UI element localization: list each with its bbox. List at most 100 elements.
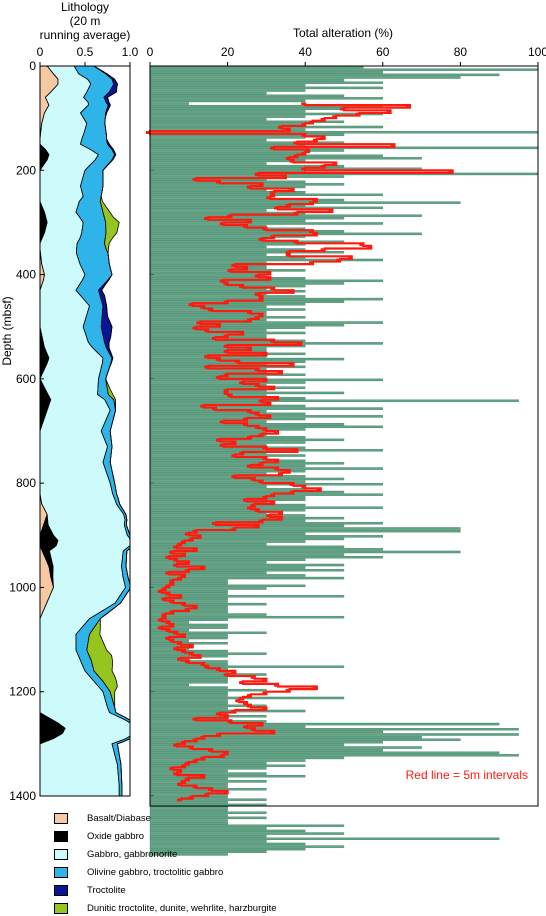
alteration-bar [149, 808, 228, 812]
legend-label: Basalt/Diabase [87, 813, 151, 824]
alteration-bar [149, 751, 500, 754]
legend-label: Gabbro, gabbronorite [87, 849, 178, 860]
alteration-bar [149, 767, 267, 770]
alteration-bar [149, 600, 228, 603]
alteration-bar [149, 430, 267, 434]
alteration-bar [149, 97, 383, 100]
alteration-bar [149, 316, 306, 319]
legend-label: Dunitic troctolite, dunite, wehrlite, ha… [87, 903, 277, 914]
depth-axis: 0 200 400 600 800 1000 1200 1400 Depth (mbsf) [0, 59, 154, 803]
depth-tick-label: 1000 [9, 580, 36, 594]
lithology-title-line-3: running average) [40, 28, 131, 42]
alteration-bar [149, 396, 306, 400]
alteration-bar [149, 806, 228, 809]
alteration-bar [149, 842, 306, 846]
alteration-bar [149, 162, 267, 165]
alteration-bar [149, 115, 306, 118]
alteration-bar [149, 68, 539, 71]
alteration-bar [149, 253, 267, 256]
alteration-bar [149, 522, 383, 525]
alteration-bar [149, 326, 306, 329]
alteration-bar [149, 819, 228, 822]
alteration-bar [149, 845, 345, 848]
alteration-bar [149, 357, 345, 361]
alteration-bar [149, 84, 306, 87]
alteration-bar [149, 86, 383, 90]
alteration-bar [149, 811, 267, 814]
alteration-bar [149, 814, 228, 817]
alteration-bar [149, 381, 306, 384]
alteration-bar [149, 829, 306, 833]
depth-tick-label: 600 [16, 372, 36, 386]
alteration-x-tick-label: 100 [528, 45, 546, 59]
alteration-bar [149, 634, 228, 637]
alteration-bar [149, 816, 267, 820]
alteration-bar [149, 496, 306, 499]
alteration-bar [149, 535, 383, 538]
alteration-bar [149, 602, 267, 606]
alteration-bar [149, 780, 267, 783]
alteration-bar [149, 459, 306, 462]
alteration-bar [149, 282, 345, 285]
alteration-bar [149, 832, 345, 835]
alteration-red-line [146, 102, 454, 802]
alteration-bar [149, 665, 345, 668]
alteration-bar [149, 540, 306, 543]
alteration-bar [149, 464, 306, 468]
alteration-bar [149, 769, 228, 773]
alteration-x-tick-label: 0 [147, 45, 154, 59]
alteration-bar [149, 73, 500, 77]
alteration-bar [149, 313, 267, 316]
legend-swatch [54, 867, 68, 878]
lithology-plot-frame [39, 65, 131, 797]
alteration-bar [149, 801, 228, 804]
alteration-bar [149, 675, 228, 679]
legend-swatch [54, 831, 68, 842]
alteration-bar [149, 78, 345, 82]
alteration-bar [149, 488, 306, 491]
alteration-panel: Total alteration (%) 0 20 40 60 80 100 Red li… [146, 26, 546, 856]
depth-axis-label: Depth (mbsf) [0, 296, 14, 365]
alteration-bar [149, 81, 383, 84]
alteration-bar [149, 701, 228, 705]
alteration-bar [149, 222, 383, 225]
alteration-bar [149, 420, 267, 423]
alteration-bar [149, 138, 267, 142]
alteration-bar [149, 76, 461, 79]
alteration-bar [149, 694, 228, 697]
alteration-bar [149, 615, 345, 619]
alteration-bar [149, 542, 267, 546]
alteration-x-tick-label: 80 [454, 45, 468, 59]
alteration-bar [149, 798, 267, 801]
alteration-bar [149, 102, 189, 105]
alteration-bar [149, 678, 228, 681]
alteration-bar [149, 756, 345, 760]
alteration-bar [149, 428, 306, 431]
alteration-bar [149, 274, 267, 277]
alteration-bar [149, 631, 267, 635]
alteration-x-tick-label: 40 [299, 45, 313, 59]
alteration-bar [149, 850, 267, 854]
alteration-bar [149, 511, 267, 515]
alteration-bar [149, 516, 345, 520]
alteration-bar [149, 853, 228, 856]
alteration-bar [149, 94, 345, 97]
alteration-bar [149, 681, 228, 684]
lithology-panel: Lithology (20 m running average) 0 0.5 1.0 [37, 0, 139, 797]
alteration-bar [149, 579, 228, 582]
alteration-bar [149, 256, 306, 259]
alteration-bar [149, 837, 500, 840]
alteration-title: Total alteration (%) [293, 26, 393, 40]
alteration-bar [149, 728, 519, 731]
alteration-bar [149, 506, 383, 509]
depth-tick-label: 200 [16, 163, 36, 177]
alteration-bar [149, 110, 306, 113]
depth-tick-label: 400 [16, 268, 36, 282]
alteration-bar [149, 686, 228, 689]
alteration-bar [149, 188, 267, 191]
alteration-bar [149, 136, 306, 139]
alteration-bar [149, 151, 306, 155]
alteration-bar [149, 206, 383, 210]
alteration-bar [149, 772, 267, 775]
